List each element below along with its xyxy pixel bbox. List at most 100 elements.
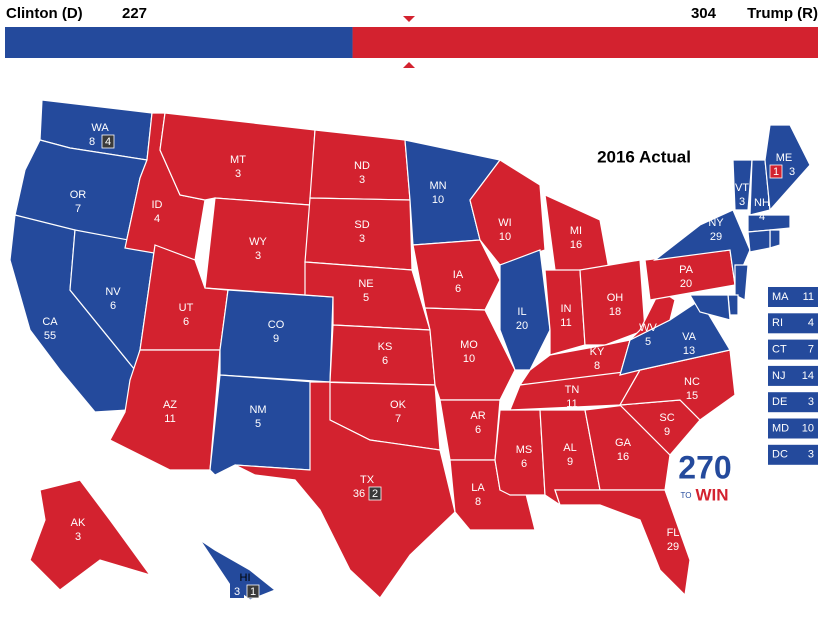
state-abbr: NC xyxy=(684,376,700,388)
state-abbr: CO xyxy=(268,319,285,331)
state st xyxy=(554,489,691,597)
small-state-abbr: MD xyxy=(772,422,789,434)
logo-word: WIN xyxy=(695,485,728,504)
state-abbr: MO xyxy=(460,339,478,351)
small-state-votes: 10 xyxy=(802,422,814,434)
state-abbr: ND xyxy=(354,160,370,172)
state-abbr: NV xyxy=(105,286,121,298)
state-votes: 3 xyxy=(789,166,795,178)
state st xyxy=(747,214,791,233)
state st xyxy=(234,381,456,599)
state-abbr: OH xyxy=(607,292,624,304)
state-labels: WA8 4OR7CA55NV6ID4MT3WY3UT6AZ11CO9NM5ND3S… xyxy=(42,122,795,599)
small-state-box xyxy=(768,418,818,439)
clinton-bar xyxy=(5,27,353,58)
state st xyxy=(688,294,731,321)
state-abbr: OR xyxy=(70,189,87,201)
state-abbr: SD xyxy=(354,219,369,231)
threshold-marker xyxy=(403,16,415,22)
state-votes: 16 xyxy=(570,239,582,251)
small-state-votes: 14 xyxy=(802,370,814,382)
state-votes: 3 xyxy=(235,168,241,180)
extra-votes: 1 xyxy=(773,166,779,178)
state st xyxy=(412,239,501,311)
state-votes: 6 xyxy=(521,458,527,470)
state-abbr: NH xyxy=(754,197,770,209)
small-state-abbr: CT xyxy=(772,344,787,356)
state-votes: 36 xyxy=(353,488,365,500)
small-state-votes: 11 xyxy=(803,291,814,303)
state-votes: 3 xyxy=(234,586,240,598)
state-votes: 9 xyxy=(273,333,279,345)
state-votes: 6 xyxy=(382,355,388,367)
state-abbr: AZ xyxy=(163,399,177,411)
logo: 270 TO WIN xyxy=(678,449,731,504)
state-votes: 16 xyxy=(617,451,629,463)
state-votes: 29 xyxy=(667,541,679,553)
state-votes: 5 xyxy=(363,292,369,304)
state-votes: 7 xyxy=(75,203,81,215)
state-votes: 3 xyxy=(359,233,365,245)
state-abbr: VA xyxy=(682,331,697,343)
extra-box xyxy=(769,164,783,179)
small-state-votes: 3 xyxy=(808,449,814,461)
extra-votes: 4 xyxy=(105,136,111,148)
state-abbr: VT xyxy=(735,182,749,194)
state-votes: 13 xyxy=(683,345,695,357)
state-votes: 5 xyxy=(255,418,261,430)
clinton-votes: 227 xyxy=(122,5,147,22)
small-state-abbr: MA xyxy=(772,291,789,303)
state st xyxy=(469,159,546,266)
state-abbr: CA xyxy=(42,316,58,328)
state-abbr: IL xyxy=(517,306,526,318)
logo-number: 270 xyxy=(678,449,731,485)
state-votes: 8 xyxy=(89,136,95,148)
vote-box xyxy=(230,584,244,598)
state st xyxy=(109,349,221,471)
state st xyxy=(29,479,152,591)
states xyxy=(9,99,811,601)
extra-box xyxy=(246,584,260,599)
state-votes: 3 xyxy=(75,531,81,543)
state-abbr: TN xyxy=(565,384,580,396)
state-abbr: PA xyxy=(679,264,694,276)
state-abbr: HI xyxy=(240,572,251,584)
state st xyxy=(584,404,671,491)
state-votes: 15 xyxy=(686,390,698,402)
state-abbr: ID xyxy=(152,199,163,211)
state-votes: 4 xyxy=(154,213,160,225)
state-abbr: NE xyxy=(358,278,373,290)
state-votes: 11 xyxy=(566,398,577,410)
state st xyxy=(769,229,781,249)
small-state-box xyxy=(768,392,818,413)
small-state-votes: 3 xyxy=(808,396,814,408)
state-abbr: MT xyxy=(230,154,246,166)
state-votes: 6 xyxy=(183,316,189,328)
state-abbr: AL xyxy=(563,442,576,454)
state-abbr: MI xyxy=(570,225,582,237)
small-state-votes: 4 xyxy=(808,317,814,329)
state-votes: 8 xyxy=(594,360,600,372)
clinton-label: Clinton (D) xyxy=(6,5,83,22)
state-abbr: AR xyxy=(470,410,485,422)
state st xyxy=(499,249,551,371)
state st xyxy=(734,264,749,301)
small-state-box xyxy=(768,313,818,334)
state-votes: 55 xyxy=(44,330,56,342)
small-state-box xyxy=(768,287,818,307)
state-votes: 10 xyxy=(499,231,511,243)
state-votes: 3 xyxy=(739,196,745,208)
state-abbr: IN xyxy=(561,303,572,315)
state-votes: 3 xyxy=(359,174,365,186)
state-abbr: TX xyxy=(360,474,375,486)
state-abbr: WI xyxy=(498,217,511,229)
threshold-marker xyxy=(403,62,415,68)
small-state-box xyxy=(768,444,818,465)
state-votes: 11 xyxy=(164,413,175,425)
state-votes: 8 xyxy=(475,496,481,508)
extra-box xyxy=(101,134,115,149)
state-abbr: WY xyxy=(249,236,267,248)
extra-votes: 2 xyxy=(372,488,378,500)
state-votes: 29 xyxy=(710,231,722,243)
state-votes: 6 xyxy=(475,424,481,436)
